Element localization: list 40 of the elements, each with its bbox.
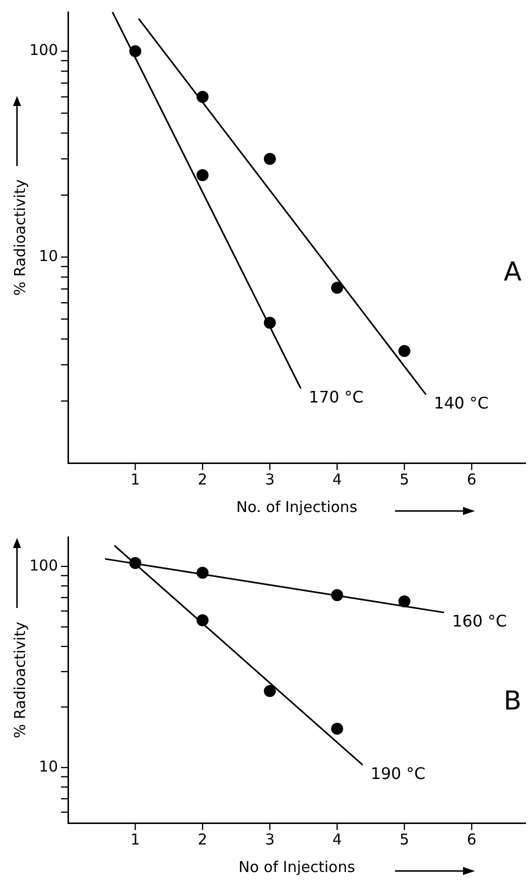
x-tick-label: 3	[265, 830, 275, 848]
point	[398, 595, 410, 608]
x-tick-label: 6	[466, 470, 476, 488]
x-axis-title: No. of Injections	[236, 498, 358, 516]
y-axis-title: % Radioactivity	[10, 179, 29, 296]
x-tick-label: 5	[400, 470, 410, 488]
series-label: 140 °C	[434, 394, 489, 413]
x-tick-label: 2	[198, 830, 208, 848]
y-tick-label: 100	[29, 556, 58, 574]
point	[398, 344, 410, 357]
x-tick-label: 5	[400, 830, 410, 848]
y-tick-label: 10	[38, 246, 58, 265]
y-tick-label: 10	[38, 757, 58, 776]
point	[196, 614, 209, 626]
point	[196, 566, 209, 579]
series-label: 160 °C	[452, 612, 507, 631]
series-label: 190 °C	[370, 764, 426, 784]
annotation: A	[504, 257, 522, 288]
annotation: B	[504, 686, 522, 717]
y-axis-title: % Radioactivity	[10, 622, 29, 738]
y-tick-label: 100	[29, 41, 58, 60]
x-axis-title: No of Injections	[238, 858, 356, 876]
series-label: 170 °C	[308, 388, 364, 407]
point	[129, 556, 142, 569]
x-tick-label: 1	[130, 830, 140, 848]
x-tick-label: 4	[332, 830, 342, 848]
x-tick-label: 6	[466, 830, 476, 848]
x-tick-label: 2	[198, 470, 208, 488]
x-tick-label: 1	[130, 470, 140, 488]
point	[331, 589, 344, 602]
point	[264, 685, 276, 698]
point	[264, 152, 276, 165]
point	[129, 45, 142, 58]
point	[264, 316, 276, 329]
point	[196, 90, 209, 103]
point	[331, 722, 344, 735]
x-tick-label: 4	[332, 470, 342, 488]
point	[331, 282, 344, 294]
point	[196, 169, 209, 182]
x-tick-label: 3	[265, 470, 275, 488]
